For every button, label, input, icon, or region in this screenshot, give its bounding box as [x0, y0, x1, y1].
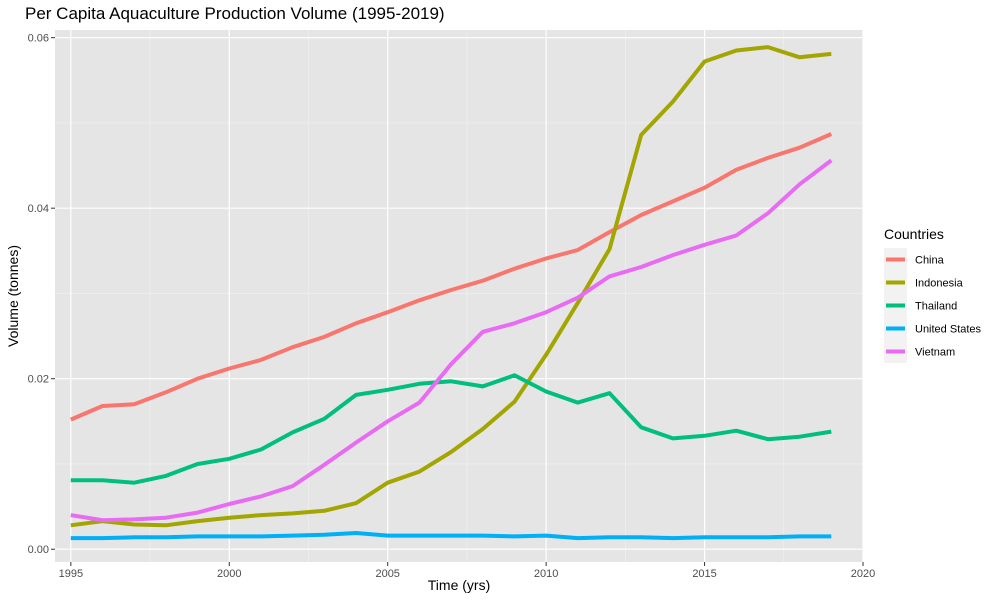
legend: Countries China Indonesia Thailand United S…: [884, 226, 982, 363]
x-tick-label: 1995: [59, 568, 83, 580]
x-tick-label: 2005: [375, 568, 399, 580]
minor-gridlines: [55, 30, 863, 562]
y-tick-label: 0.00: [28, 544, 49, 556]
x-tick-label: 2020: [851, 568, 875, 580]
x-tick-label: 2015: [692, 568, 716, 580]
y-axis-title: Volume (tonnes): [5, 245, 21, 347]
legend-label: United States: [915, 324, 982, 336]
major-gridlines: [55, 30, 864, 562]
y-tick-label: 0.04: [28, 203, 49, 215]
legend-title: Countries: [884, 226, 944, 242]
series-line-thailand: [70, 373, 832, 485]
legend-label: Vietnam: [915, 347, 955, 359]
series-line-indonesia: [70, 45, 832, 528]
plot-panel: [55, 30, 863, 562]
x-tick-label: 2000: [217, 568, 241, 580]
series-line-china: [70, 132, 833, 422]
x-axis-title: Time (yrs): [428, 577, 490, 593]
legend-label: Indonesia: [915, 278, 964, 290]
series-line-vietnam: [70, 158, 833, 523]
chart-title: Per Capita Aquaculture Production Volume…: [25, 4, 445, 23]
x-axis: 1995 2000 2005 2010 2015 2020: [59, 562, 875, 580]
y-tick-label: 0.02: [28, 374, 49, 386]
x-tick-label: 2010: [534, 568, 558, 580]
y-axis: 0.00 0.02 0.04 0.06: [28, 33, 55, 556]
series-lines: [70, 45, 833, 541]
legend-label: Thailand: [915, 301, 957, 313]
series-line-united-states: [70, 531, 832, 541]
legend-label: China: [915, 255, 945, 267]
y-tick-label: 0.06: [28, 33, 49, 45]
